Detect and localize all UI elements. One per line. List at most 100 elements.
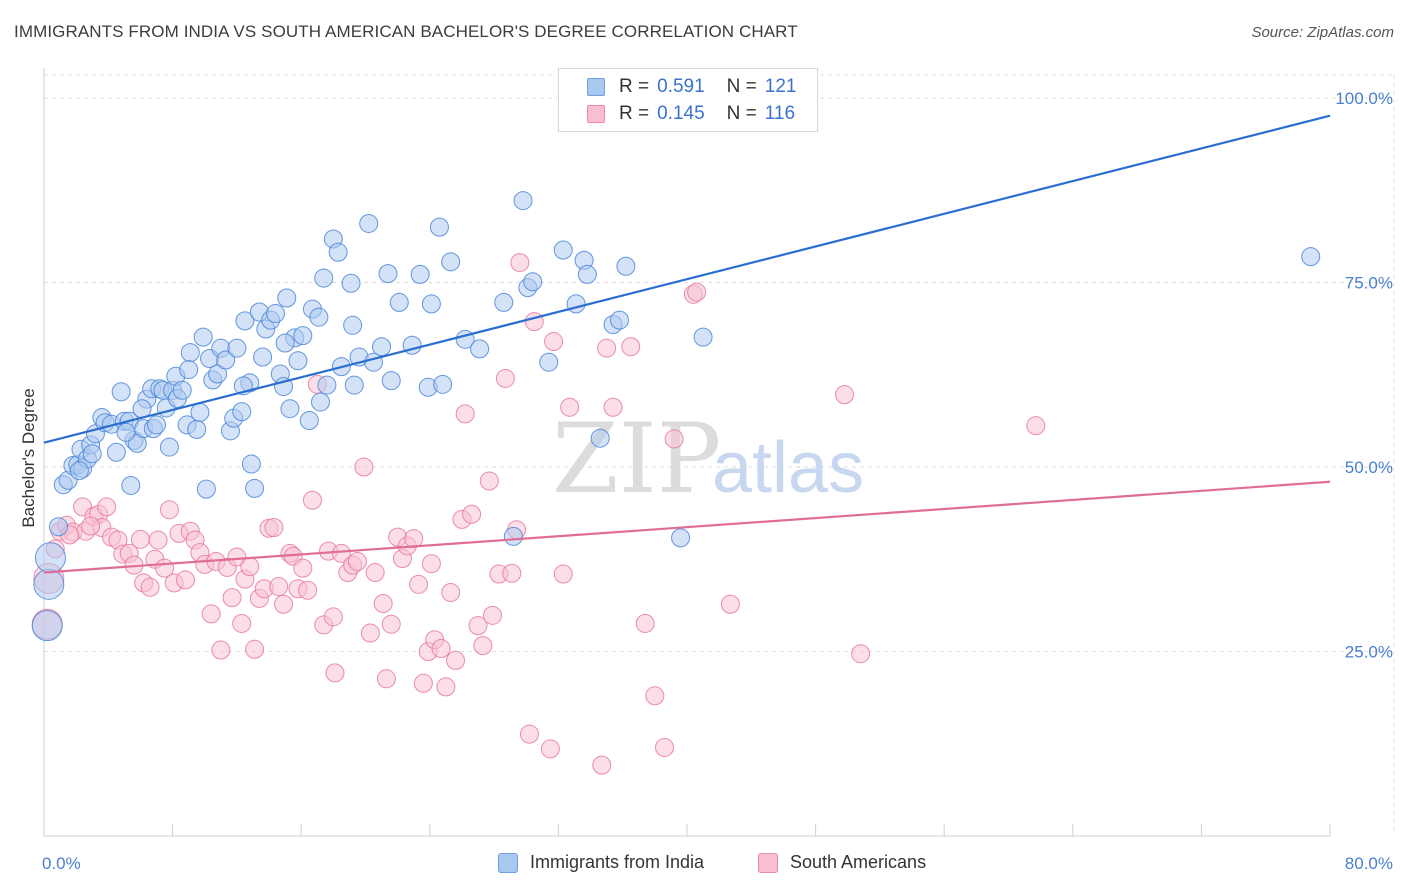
south-american-point — [97, 497, 117, 517]
india-point — [359, 213, 379, 233]
n-value: 116 — [764, 103, 796, 124]
y-axis-label: Bachelor's Degree — [19, 388, 38, 527]
india-point — [48, 517, 68, 537]
watermark-atlas: atlas — [712, 428, 864, 508]
india-point — [523, 272, 543, 292]
india-point — [590, 428, 610, 448]
y-tick-label: 25.0% — [1345, 643, 1393, 662]
data-points — [31, 191, 1321, 775]
south-american-point — [222, 588, 242, 608]
south-american-point — [175, 570, 195, 590]
legend-row-india: R = 0.591 N = 121 — [587, 75, 796, 99]
watermark-zip: ZIP — [552, 403, 721, 515]
south-american-point — [81, 516, 101, 536]
india-point — [216, 350, 236, 370]
south-american-point — [130, 529, 150, 549]
south-american-point — [269, 577, 289, 597]
y-tick-label: 75.0% — [1345, 274, 1393, 293]
south-american-point — [540, 739, 560, 759]
india-point — [116, 422, 136, 442]
south-american-point — [664, 429, 684, 449]
india-point — [265, 303, 285, 323]
south-american-point — [635, 613, 655, 633]
india-point — [111, 382, 131, 402]
india-point — [253, 347, 273, 367]
series-legend-south-americans[interactable]: South Americans — [758, 852, 926, 873]
south-american-point — [645, 686, 665, 706]
south-american-point — [365, 563, 385, 583]
south-american-point — [347, 551, 367, 571]
south-american-point — [245, 639, 265, 659]
south-american-point — [851, 644, 871, 664]
india-point — [280, 399, 300, 419]
india-point — [314, 268, 334, 288]
south-american-points — [31, 253, 1046, 775]
india-point — [341, 273, 361, 293]
india-point — [328, 242, 348, 262]
india-point — [277, 288, 297, 308]
india-point — [147, 415, 167, 435]
series-legend-india[interactable]: Immigrants from India — [498, 852, 704, 873]
south-american-point — [293, 558, 313, 578]
south-american-point — [331, 543, 351, 563]
south-american-point — [597, 338, 617, 358]
south-american-point — [441, 582, 461, 602]
south-american-point — [495, 368, 515, 388]
india-point — [693, 327, 713, 347]
south-american-point — [436, 677, 456, 697]
legend-swatch-india — [587, 78, 605, 96]
india-point — [372, 337, 392, 357]
y-tick-label: 50.0% — [1345, 458, 1393, 477]
india-point — [513, 191, 533, 211]
india-point — [293, 326, 313, 346]
india-point — [288, 351, 308, 371]
india-point — [381, 371, 401, 391]
india-point — [180, 343, 200, 363]
chart-title: IMMIGRANTS FROM INDIA VS SOUTH AMERICAN … — [14, 22, 798, 41]
india-point — [235, 311, 255, 331]
india-point — [196, 479, 216, 499]
south-american-point — [720, 594, 740, 614]
india-point — [172, 380, 192, 400]
south-american-point — [431, 639, 451, 659]
india-point — [671, 528, 691, 548]
india-point — [317, 375, 337, 395]
south-american-point — [404, 529, 424, 549]
r-value: 0.145 — [657, 103, 705, 124]
india-point — [159, 437, 179, 457]
india-point — [433, 374, 453, 394]
south-american-point — [274, 594, 294, 614]
south-american-point — [376, 669, 396, 689]
india-point — [299, 411, 319, 431]
india-point — [193, 327, 213, 347]
south-american-point — [354, 457, 374, 477]
south-american-point — [621, 337, 641, 357]
india-point — [241, 454, 261, 474]
south-american-point — [227, 547, 247, 567]
india-point — [33, 568, 65, 600]
india-point — [190, 402, 210, 422]
south-american-point — [446, 650, 466, 670]
india-point — [227, 338, 247, 358]
legend-row-south-americans: R = 0.145 N = 116 — [587, 102, 795, 126]
south-american-point — [592, 755, 612, 775]
india-point — [179, 360, 199, 380]
south-american-point — [148, 530, 168, 550]
india-point — [309, 307, 329, 327]
south-american-point — [413, 673, 433, 693]
south-american-point — [519, 724, 539, 744]
india-point — [69, 461, 89, 481]
legend-swatch-south-americans — [587, 105, 605, 123]
r-label: R = — [619, 103, 650, 124]
south-american-point — [140, 577, 160, 597]
south-american-point — [421, 554, 441, 574]
south-american-point — [482, 605, 502, 625]
south-american-point — [323, 607, 343, 627]
south-american-point — [479, 471, 499, 491]
x-tick-label: 80.0% — [1345, 854, 1393, 873]
south-american-point — [159, 500, 179, 520]
south-american-point — [462, 504, 482, 524]
south-american-point — [381, 614, 401, 634]
tick-labels: 25.0% 50.0% 75.0% 100.0% 0.0% 80.0% — [42, 89, 1393, 873]
